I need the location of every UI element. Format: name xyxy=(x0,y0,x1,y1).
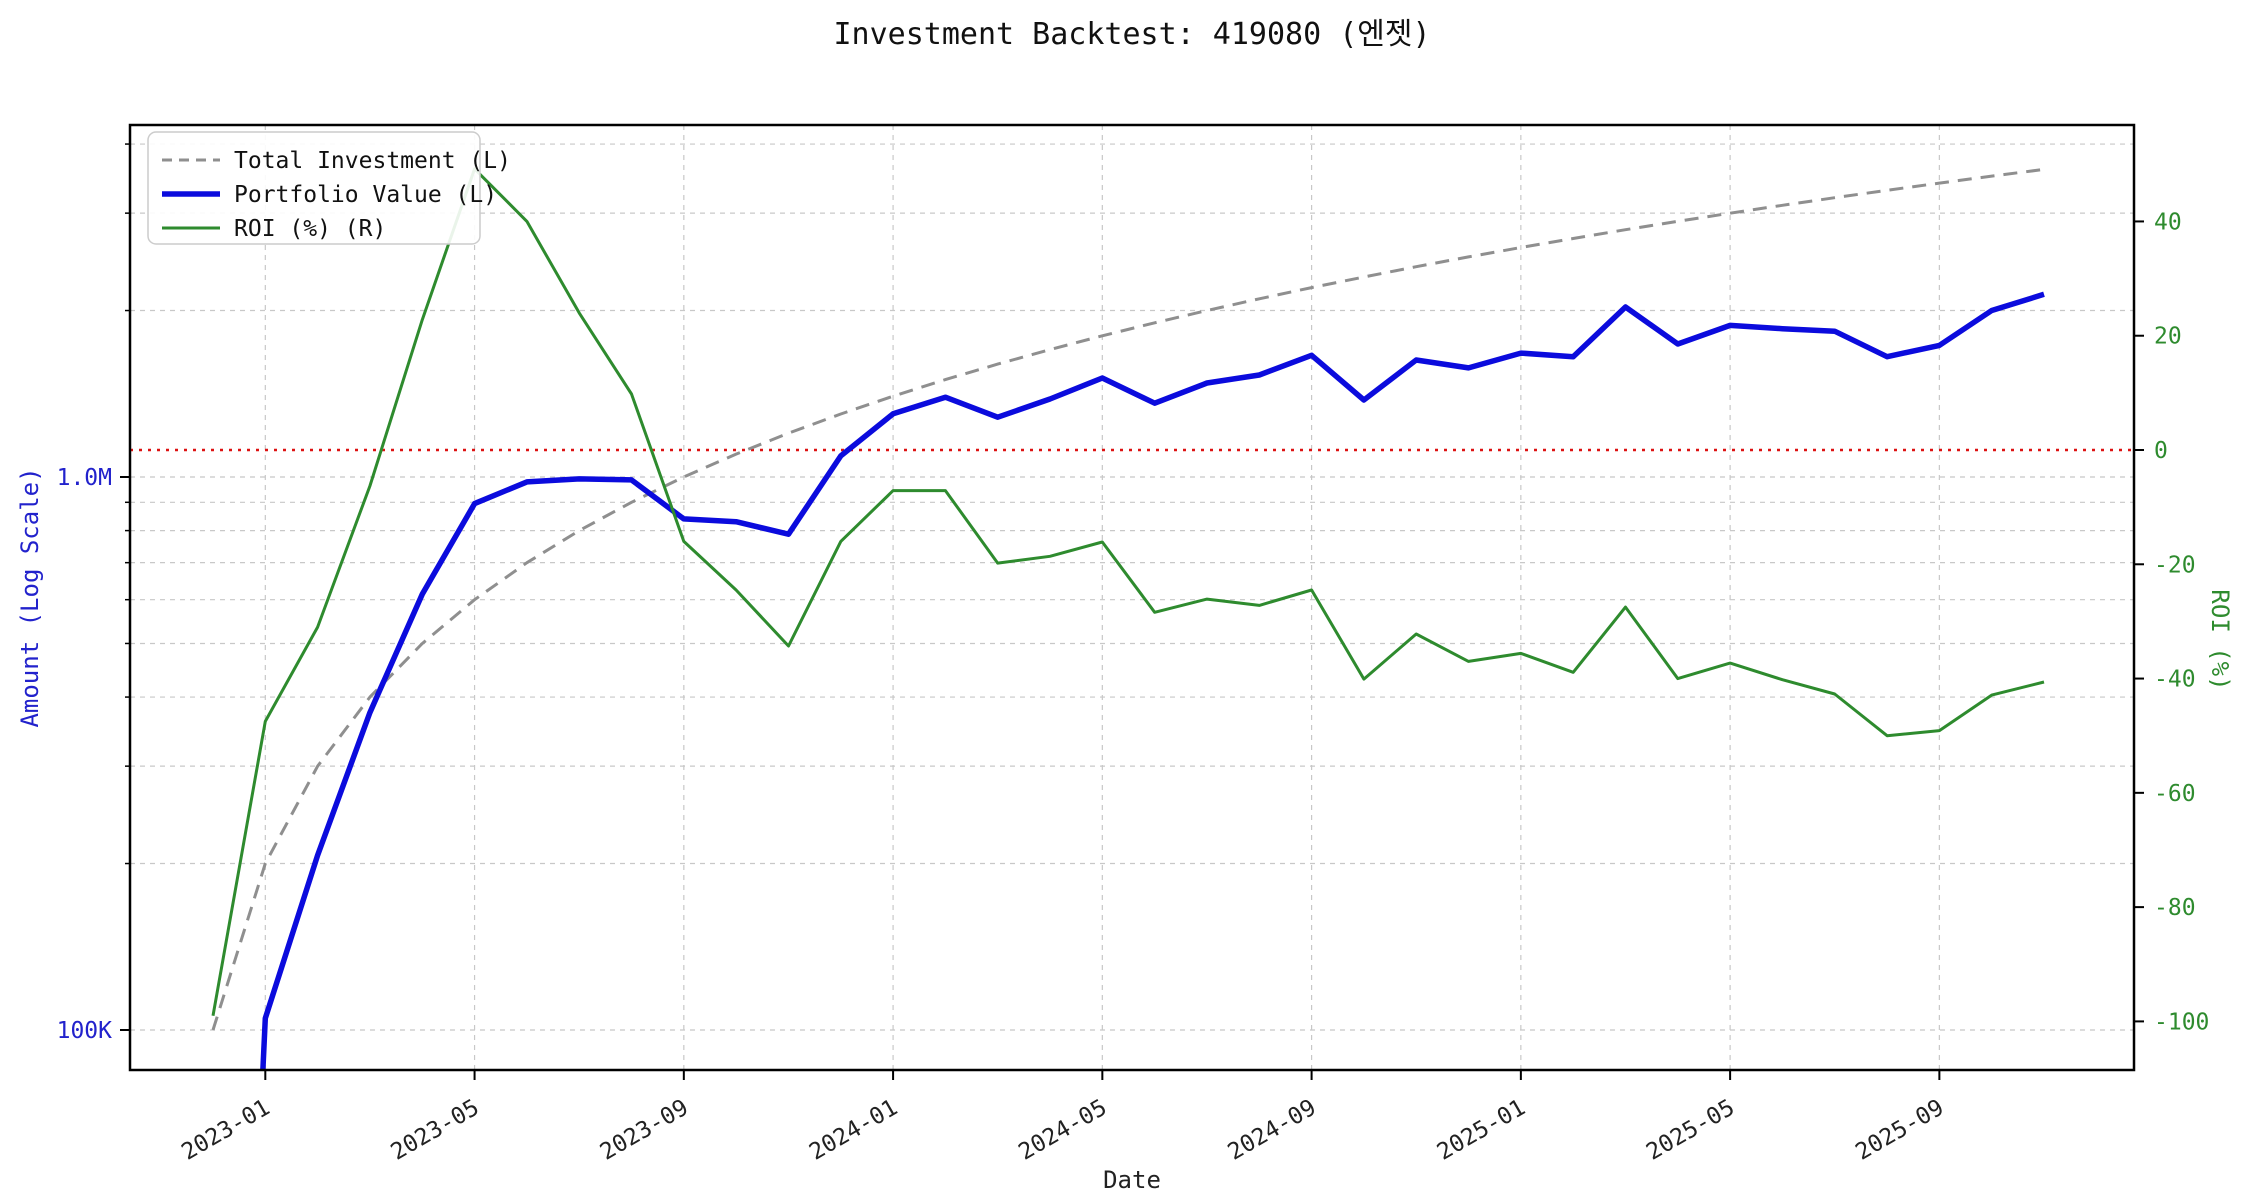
y-axis-right-title: ROI (%) xyxy=(2206,589,2234,690)
x-axis-title: Date xyxy=(1103,1166,1161,1194)
legend: Total Investment (L) Portfolio Value (L) R… xyxy=(147,131,511,245)
chart-title: Investment Backtest: 419080 (엔젯) xyxy=(833,17,1430,52)
right-tick-label: 20 xyxy=(2154,324,2182,350)
left-tick-label: 1.0M xyxy=(57,465,112,491)
legend-label: Portfolio Value (L) xyxy=(234,182,497,208)
x-tick-label: 2025-05 xyxy=(1642,1095,1739,1166)
x-tick-label: 2024-09 xyxy=(1224,1095,1321,1166)
x-axis: 2023-01 2023-05 2023-09 2024-01 2024-05 2024-… xyxy=(177,1070,1948,1166)
legend-label: Total Investment (L) xyxy=(234,148,511,174)
right-tick-label: 40 xyxy=(2154,209,2182,235)
legend-label: ROI (%) (R) xyxy=(234,216,386,242)
y-axis-left: 100K 1.0M xyxy=(57,143,130,1044)
x-tick-label: 2025-09 xyxy=(1851,1095,1948,1166)
right-tick-label: -20 xyxy=(2154,552,2196,578)
right-tick-label: -100 xyxy=(2154,1009,2209,1035)
right-tick-label: 0 xyxy=(2154,438,2168,464)
x-tick-label: 2023-09 xyxy=(596,1095,693,1166)
x-tick-label: 2023-05 xyxy=(387,1095,484,1166)
x-tick-label: 2025-01 xyxy=(1433,1095,1530,1166)
x-tick-label: 2024-05 xyxy=(1014,1095,1111,1166)
right-tick-label: -40 xyxy=(2154,667,2196,693)
left-tick-label: 100K xyxy=(57,1018,113,1044)
y-axis-left-title: Amount (Log Scale) xyxy=(16,467,44,727)
x-tick-label: 2023-01 xyxy=(177,1095,274,1166)
gridlines xyxy=(130,125,2134,1070)
right-tick-label: -60 xyxy=(2154,781,2196,807)
right-tick-label: -80 xyxy=(2154,895,2196,921)
legend-box xyxy=(147,131,481,245)
series-portfolio-value-l xyxy=(260,291,2045,1070)
series-roi-r xyxy=(211,167,2045,1016)
y-axis-right: 40 20 0 -20 -40 -60 -80 -100 xyxy=(2134,209,2209,1035)
plot-border xyxy=(128,123,2136,1072)
x-tick-label: 2024-01 xyxy=(805,1095,902,1166)
series-total-investment-l xyxy=(211,167,2045,1031)
